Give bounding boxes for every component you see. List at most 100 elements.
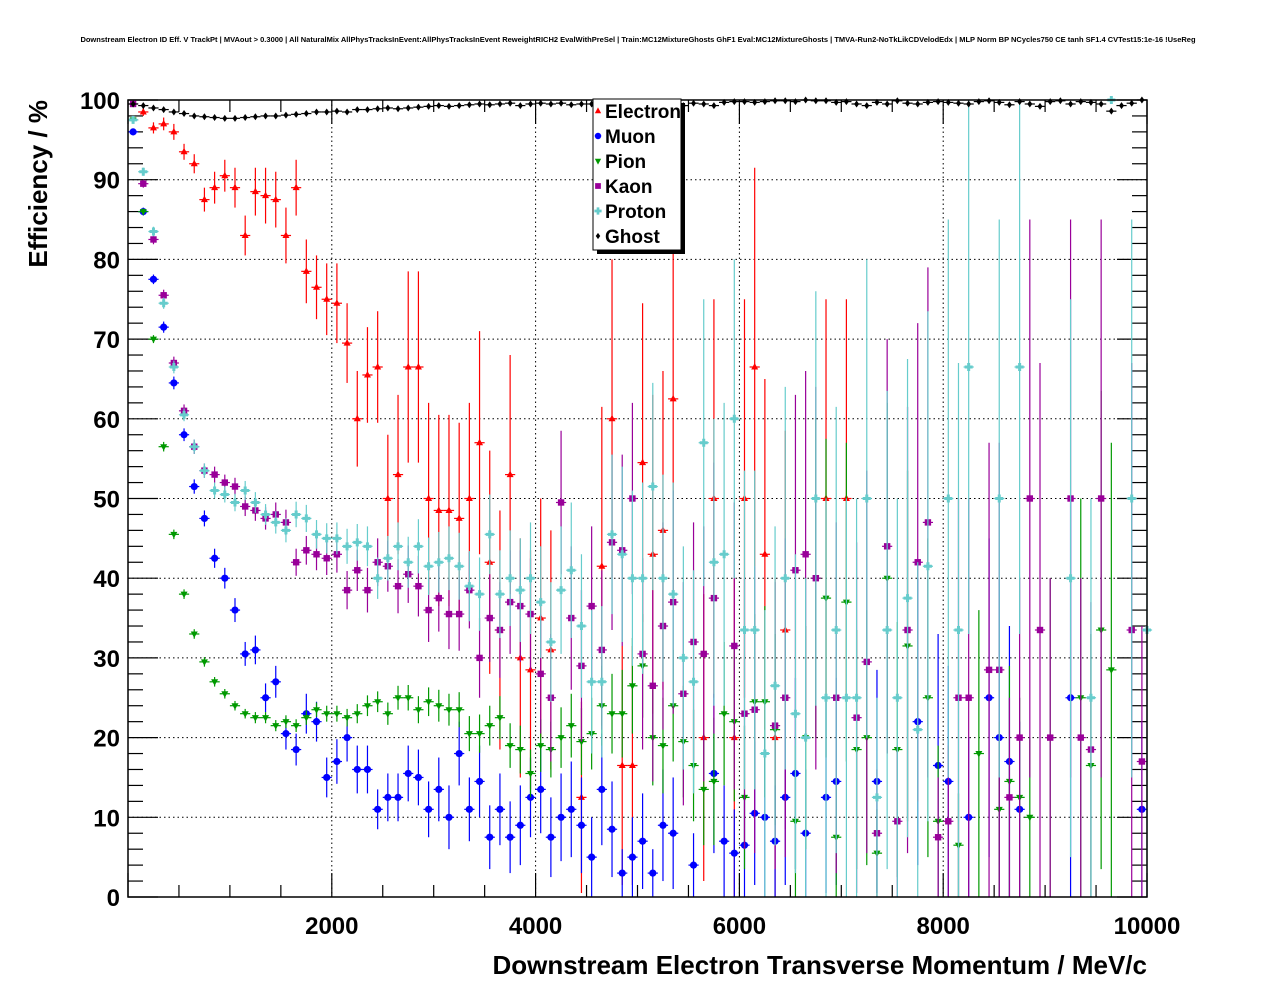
triangle-marker	[353, 414, 361, 422]
cross-marker	[628, 574, 637, 583]
data-point	[341, 571, 353, 610]
cross-marker	[404, 558, 413, 567]
diamond-marker	[548, 100, 554, 108]
data-point	[362, 567, 373, 613]
data-point	[403, 271, 414, 463]
triangle-marker	[292, 183, 300, 191]
data-point	[749, 470, 760, 790]
cross-marker	[271, 518, 280, 527]
legend-entry-ghost: Ghost	[595, 227, 661, 248]
cross-marker	[557, 586, 566, 595]
legend-box	[592, 98, 682, 251]
data-point	[1096, 100, 1107, 108]
data-point	[688, 570, 699, 794]
data-point	[392, 522, 404, 571]
triangle-marker	[1026, 814, 1034, 822]
data-point	[922, 311, 934, 822]
data-point	[719, 402, 730, 706]
triangle-marker	[628, 761, 636, 768]
circle-marker	[384, 793, 392, 801]
diamond-marker	[1068, 100, 1074, 108]
data-point	[1014, 98, 1025, 106]
data-point	[637, 482, 648, 674]
data-point	[229, 493, 241, 512]
square-marker	[588, 602, 595, 610]
data-point	[148, 274, 159, 285]
diamond-marker	[792, 98, 798, 106]
legend-label: Proton	[605, 202, 666, 223]
data-point	[1065, 299, 1076, 858]
cross-marker	[261, 510, 270, 519]
data-point	[291, 159, 302, 216]
data-point	[505, 801, 516, 874]
triangle-marker	[343, 715, 351, 722]
data-point	[505, 530, 516, 627]
data-point	[352, 745, 363, 794]
triangle-marker	[363, 703, 371, 710]
data-point	[454, 102, 465, 110]
data-point	[372, 105, 383, 113]
circle-marker	[547, 833, 555, 841]
cross-marker	[526, 574, 535, 583]
square-marker	[1138, 758, 1146, 765]
data-point	[372, 311, 383, 423]
data-point	[270, 665, 281, 698]
data-point	[413, 271, 424, 463]
data-point	[250, 492, 261, 513]
data-point	[362, 695, 373, 717]
data-point	[800, 578, 811, 897]
data-point	[953, 99, 964, 107]
data-point	[933, 98, 944, 106]
data-point	[484, 574, 495, 662]
data-point	[678, 546, 689, 770]
cross-marker	[332, 534, 341, 543]
circle-marker	[659, 821, 667, 829]
data-point	[820, 498, 832, 897]
triangle-marker	[231, 183, 239, 191]
data-point	[291, 719, 302, 733]
circle-marker	[425, 805, 433, 813]
data-point	[209, 482, 220, 499]
circle-marker	[129, 128, 137, 136]
triangle-marker	[608, 414, 616, 422]
data-point	[820, 97, 832, 105]
diamond-marker	[741, 98, 747, 106]
data-point	[209, 677, 220, 687]
data-point	[352, 524, 363, 561]
cross-marker	[791, 709, 800, 718]
diamond-marker	[201, 113, 207, 121]
triangle-marker	[404, 362, 412, 370]
data-point	[229, 167, 241, 208]
triangle-marker	[160, 444, 168, 451]
data-point	[128, 100, 139, 108]
diamond-marker	[395, 105, 401, 113]
data-point	[688, 833, 699, 897]
data-point	[229, 700, 241, 711]
diamond-marker	[181, 110, 187, 118]
data-point	[270, 112, 281, 120]
data-point	[178, 143, 190, 160]
data-point	[769, 97, 781, 105]
triangle-marker	[476, 438, 484, 446]
circle-marker	[475, 777, 484, 786]
cross-marker	[699, 438, 708, 447]
data-point	[1126, 99, 1137, 107]
diamond-marker	[823, 97, 829, 105]
circle-marker	[537, 785, 545, 794]
triangle-marker	[251, 187, 259, 195]
data-point	[433, 689, 444, 722]
data-point	[138, 102, 149, 110]
data-point	[260, 112, 271, 120]
data-point	[983, 97, 995, 105]
cross-marker	[495, 590, 504, 599]
data-point	[474, 331, 485, 555]
diamond-marker	[324, 108, 330, 116]
data-point	[555, 99, 567, 107]
circle-marker	[404, 769, 412, 778]
diamond-marker	[1129, 99, 1135, 107]
triangle-marker	[404, 695, 412, 702]
triangle-marker	[577, 739, 585, 746]
legend-label: Pion	[605, 152, 646, 173]
triangle-marker	[975, 751, 983, 758]
data-point	[861, 259, 872, 738]
